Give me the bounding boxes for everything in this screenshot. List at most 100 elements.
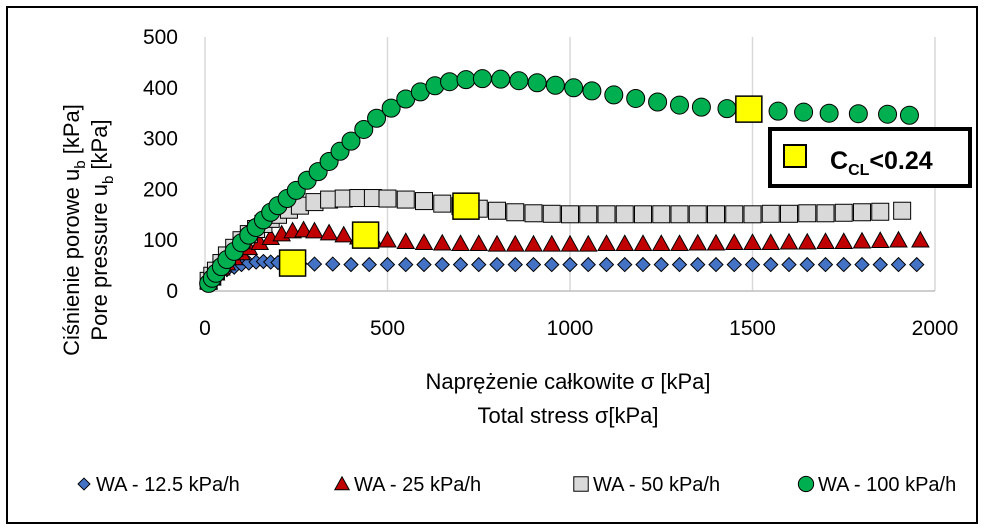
data-point	[582, 81, 602, 101]
data-point	[688, 205, 707, 224]
x-tick-label: 500	[370, 317, 405, 340]
data-point	[834, 203, 853, 222]
x-tick-label: 2000	[912, 317, 959, 340]
data-point	[414, 233, 434, 251]
data-point	[505, 234, 525, 252]
data-point	[871, 202, 890, 221]
data-point	[816, 232, 835, 250]
data-point	[819, 103, 839, 123]
data-point	[743, 205, 762, 224]
highlight-point	[351, 221, 380, 249]
data-point	[648, 92, 668, 112]
data-point	[899, 105, 919, 125]
data-point	[817, 256, 834, 273]
series-4	[199, 69, 919, 293]
data-point	[305, 221, 324, 239]
data-point	[890, 256, 907, 273]
data-point	[451, 234, 470, 252]
data-point	[717, 99, 737, 119]
highlight-point	[452, 192, 480, 220]
data-point	[415, 192, 433, 211]
data-point	[564, 78, 584, 98]
data-point	[763, 256, 779, 273]
highlight-point	[278, 249, 307, 277]
data-point	[635, 256, 651, 273]
data-point	[743, 233, 762, 251]
legend-marker	[333, 475, 351, 491]
data-point	[560, 234, 580, 252]
data-point	[761, 233, 781, 251]
highlight-legend-swatch	[783, 144, 807, 168]
y-tick-label: 300	[143, 128, 178, 151]
y-axis-label-2: Pore pressure ub [kPa]	[87, 119, 117, 340]
data-point	[319, 223, 339, 241]
data-point	[854, 256, 870, 273]
x-tick-label: 0	[199, 317, 211, 340]
tick-labels: 0 500 1000 1500 2000 0 100 200 300 400 500	[143, 26, 958, 340]
data-point	[872, 256, 888, 273]
data-point	[579, 205, 598, 224]
legend-marker	[573, 476, 589, 492]
legend-label: WA - 100 kPa/h	[818, 474, 956, 496]
data-point	[706, 233, 726, 251]
legend: WA - 12.5 kPa/h WA - 25 kPa/h WA - 50 kPa/…	[77, 474, 956, 496]
data-point	[578, 234, 598, 252]
highlight-legend-box: CCL<0.24	[768, 127, 972, 188]
legend-item: WA - 50 kPa/h	[573, 474, 720, 496]
data-point	[561, 205, 579, 224]
data-point	[768, 101, 788, 121]
data-point	[456, 70, 476, 90]
data-point	[604, 85, 624, 105]
data-point	[725, 205, 744, 224]
data-point	[334, 225, 354, 243]
data-point	[354, 119, 374, 139]
data-point	[544, 256, 560, 273]
data-points	[199, 69, 930, 293]
data-point	[378, 189, 397, 208]
data-point	[398, 256, 414, 273]
data-point	[580, 256, 596, 273]
data-point	[779, 232, 799, 250]
data-point	[911, 230, 930, 248]
data-point	[690, 256, 706, 273]
data-point	[525, 256, 542, 273]
series-1	[200, 253, 925, 292]
data-point	[396, 232, 416, 250]
data-point	[744, 256, 761, 273]
data-point	[615, 205, 634, 224]
data-point	[469, 234, 489, 252]
data-point	[671, 256, 688, 273]
data-point	[381, 98, 401, 118]
data-point	[670, 234, 689, 252]
data-point	[367, 108, 387, 128]
data-point	[889, 230, 908, 248]
legend-item: WA - 25 kPa/h	[333, 474, 481, 496]
data-point	[506, 203, 525, 222]
highlight-points	[278, 95, 763, 277]
data-point	[836, 256, 852, 273]
data-point	[708, 256, 724, 273]
data-point	[542, 234, 562, 252]
data-point	[615, 234, 635, 252]
data-point	[797, 232, 817, 250]
data-point	[781, 256, 797, 273]
x-axis-label-2: Total stress σ[kPa]	[477, 403, 658, 428]
data-point	[909, 256, 925, 273]
data-point	[488, 201, 506, 220]
data-point	[487, 234, 507, 252]
data-point	[325, 256, 341, 272]
data-point	[509, 71, 529, 91]
highlight-point	[735, 95, 763, 123]
data-point	[670, 205, 689, 224]
data-point	[780, 204, 798, 223]
data-point	[724, 233, 744, 251]
y-tick-label: 400	[143, 77, 178, 100]
data-point	[507, 256, 523, 273]
data-point	[379, 256, 396, 273]
data-point	[472, 69, 492, 89]
y-axis-label-1: Ciśnienie porowe ub [kPa]	[59, 104, 89, 356]
legend-marker	[797, 475, 815, 493]
data-point	[726, 256, 742, 273]
data-point	[306, 256, 323, 272]
